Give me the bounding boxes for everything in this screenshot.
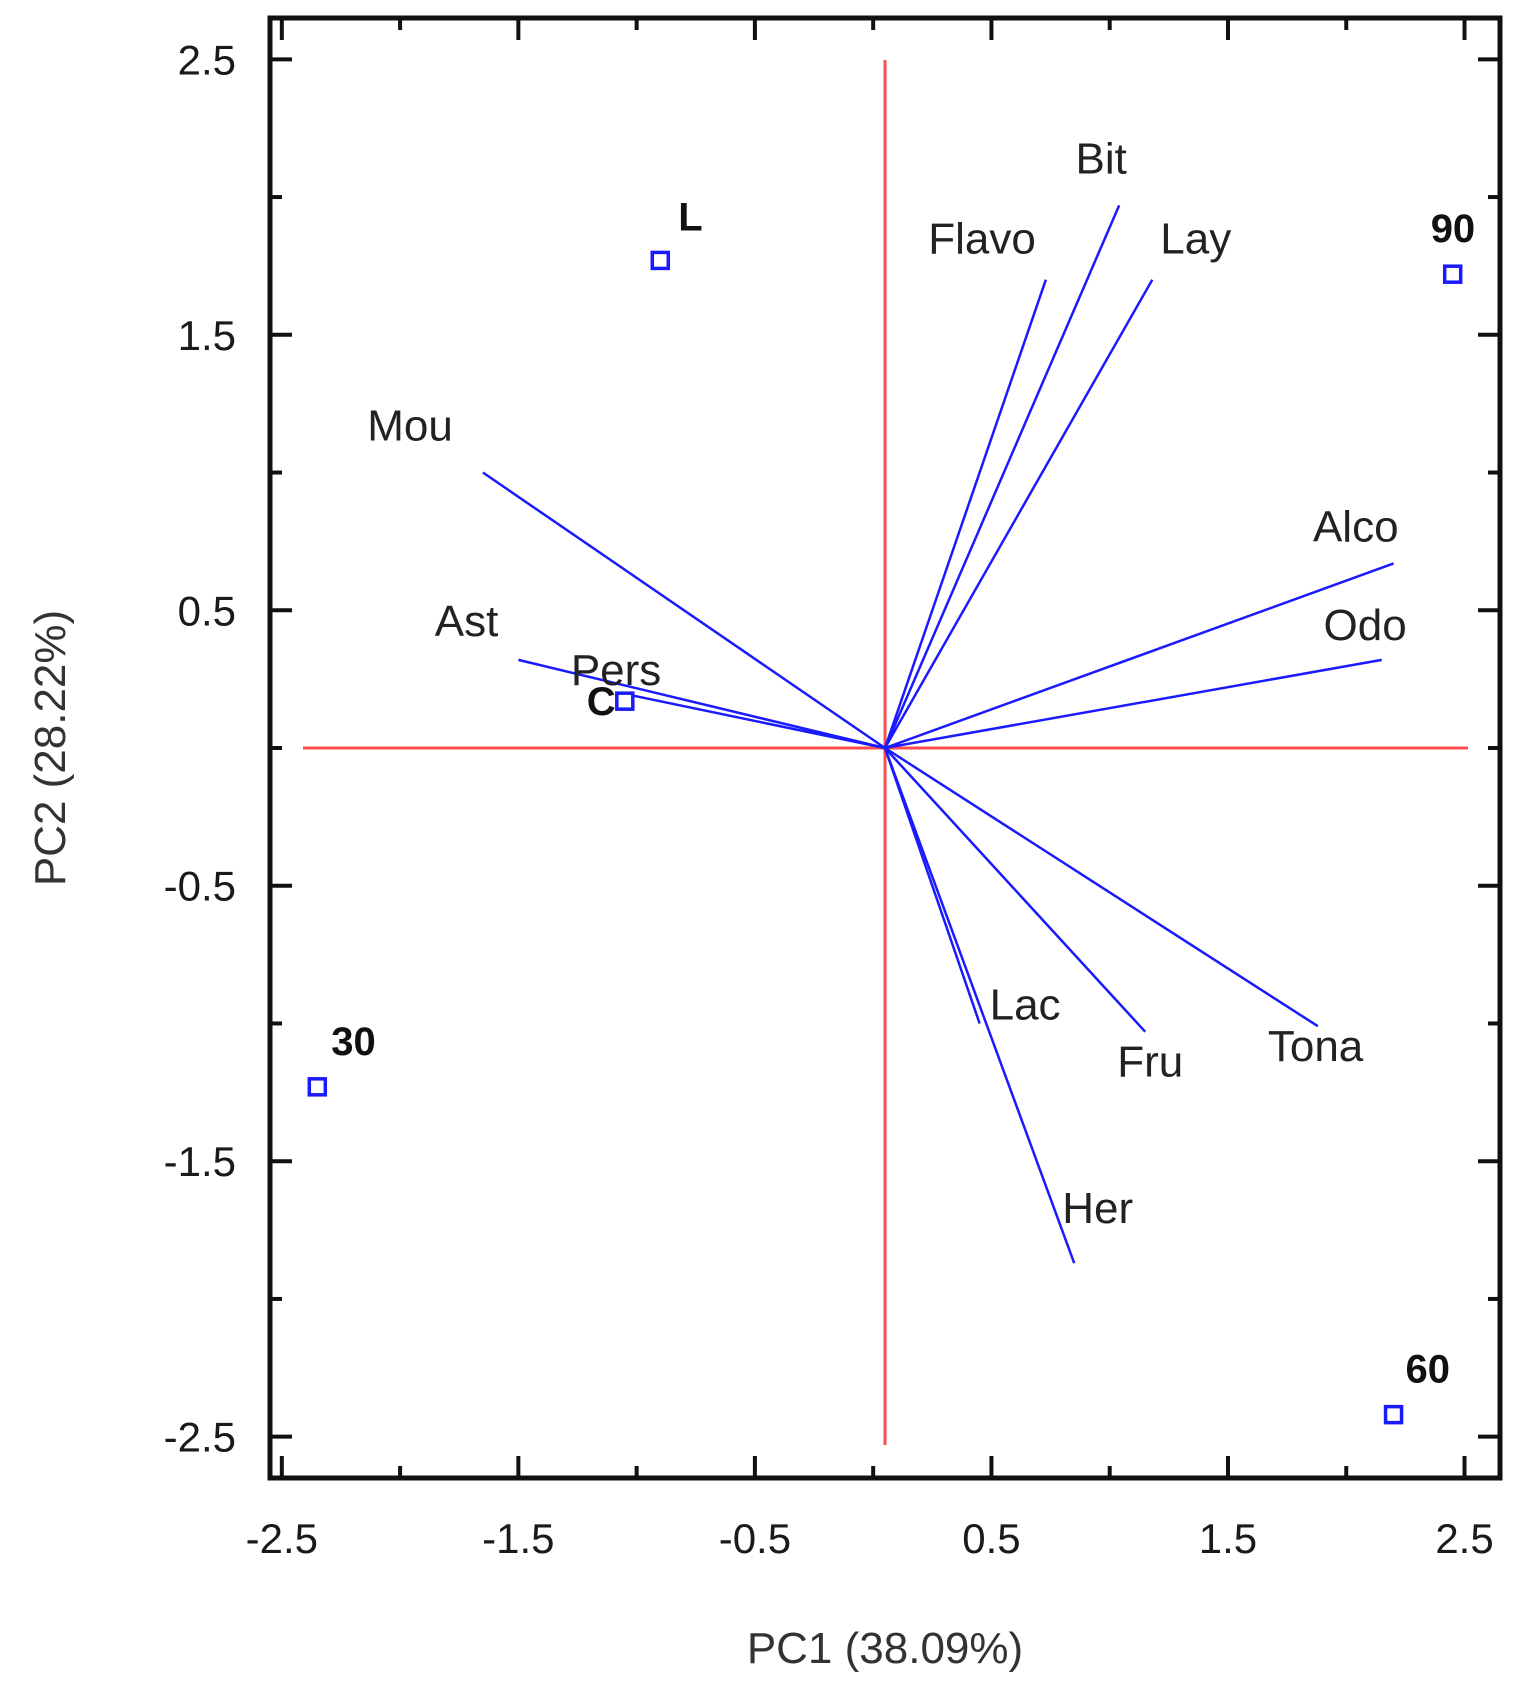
vector-label-odo: Odo [1324, 601, 1407, 650]
vector-label-lay: Lay [1160, 215, 1231, 264]
point-label-c: C [587, 680, 616, 724]
y-tick-label: 1.5 [178, 312, 236, 359]
x-tick-label: -2.5 [246, 1515, 318, 1562]
point-label-30: 30 [331, 1020, 376, 1064]
point-label-l: L [678, 195, 702, 239]
point-label-60: 60 [1406, 1348, 1451, 1392]
vector-label-ast: Ast [435, 597, 499, 646]
tick-marks [270, 18, 1500, 1478]
y-tick-label: -1.5 [164, 1138, 236, 1185]
vector-label-flavo: Flavo [928, 215, 1036, 264]
loading-vector-lay [883, 279, 1154, 749]
score-point-l [650, 250, 671, 271]
loading-vector-pers [619, 691, 886, 750]
score-point-c [615, 691, 635, 711]
x-tick-label: -1.5 [482, 1515, 554, 1562]
loading-vector-her [883, 747, 1076, 1264]
score-point-30 [307, 1077, 328, 1097]
loading-vector-fru [884, 747, 1147, 1033]
y-axis-title: PC2 (28.22%) [26, 610, 75, 886]
loading-vector-alco [884, 562, 1394, 750]
vector-label-bit: Bit [1075, 134, 1126, 183]
loading-vector-tona [884, 746, 1319, 1028]
x-axis-title: PC1 (38.09%) [747, 1624, 1023, 1673]
score-point-60 [1383, 1404, 1404, 1425]
vector-label-lac: Lac [990, 980, 1061, 1029]
vector-label-alco: Alco [1313, 502, 1399, 551]
y-tick-label: -2.5 [164, 1414, 236, 1461]
vector-label-mou: Mou [367, 402, 453, 451]
point-label-90: 90 [1431, 207, 1476, 251]
tick-labels: -2.5 -1.5 -0.5 0.5 1.5 2.5 2.5 1.5 0.5 -0.5 -1.5 -2… [164, 36, 1494, 1562]
loading-vector-bit [883, 204, 1121, 749]
y-tick-label: -0.5 [164, 863, 236, 910]
x-tick-label: 1.5 [1199, 1515, 1257, 1562]
score-points: L 90 C 30 60 [307, 195, 1476, 1425]
x-tick-label: 0.5 [962, 1515, 1020, 1562]
score-point-90 [1442, 264, 1463, 284]
y-tick-label: 2.5 [178, 36, 236, 83]
loading-vector-odo [884, 658, 1382, 750]
vector-label-her: Her [1062, 1184, 1133, 1233]
x-tick-label: 2.5 [1435, 1515, 1493, 1562]
loading-vector-mou [482, 471, 886, 750]
y-tick-label: 0.5 [178, 587, 236, 634]
loading-vector-ast [518, 658, 886, 750]
loading-vectors: Bit Flavo Lay Mou Ast Pers Alco Odo Lac Fru Tona He… [367, 134, 1407, 1264]
x-tick-label: -0.5 [719, 1515, 791, 1562]
vector-label-fru: Fru [1117, 1038, 1183, 1087]
vector-label-tona: Tona [1268, 1022, 1364, 1071]
vector-label-pers: Pers [571, 646, 661, 695]
loading-vector-flavo [883, 279, 1048, 749]
